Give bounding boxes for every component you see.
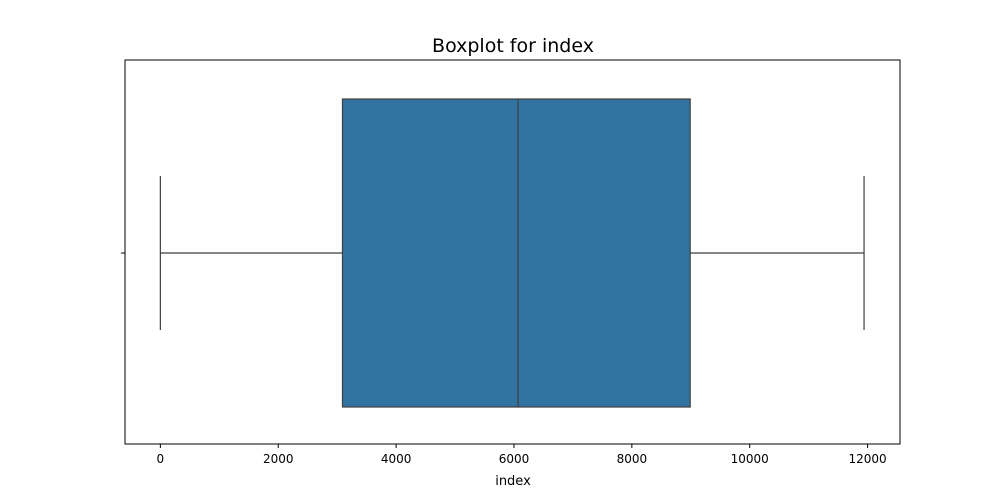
x-tick-label: 6000 — [499, 452, 530, 466]
x-tick-label: 4000 — [381, 452, 412, 466]
x-tick-label: 10000 — [731, 452, 769, 466]
plot-area-frame — [124, 59, 901, 445]
x-tick-label: 12000 — [848, 452, 886, 466]
box-group — [159, 98, 865, 408]
x-axis-label: index — [495, 474, 531, 489]
x-tick-label: 2000 — [263, 452, 294, 466]
x-tick-label: 8000 — [617, 452, 648, 466]
chart-title: Boxplot for index — [432, 35, 594, 57]
x-tick-label: 0 — [157, 452, 165, 466]
x-axis-ticks: 0 2000 4000 6000 8000 10000 12000 — [157, 444, 887, 466]
box-iqr — [341, 98, 691, 408]
